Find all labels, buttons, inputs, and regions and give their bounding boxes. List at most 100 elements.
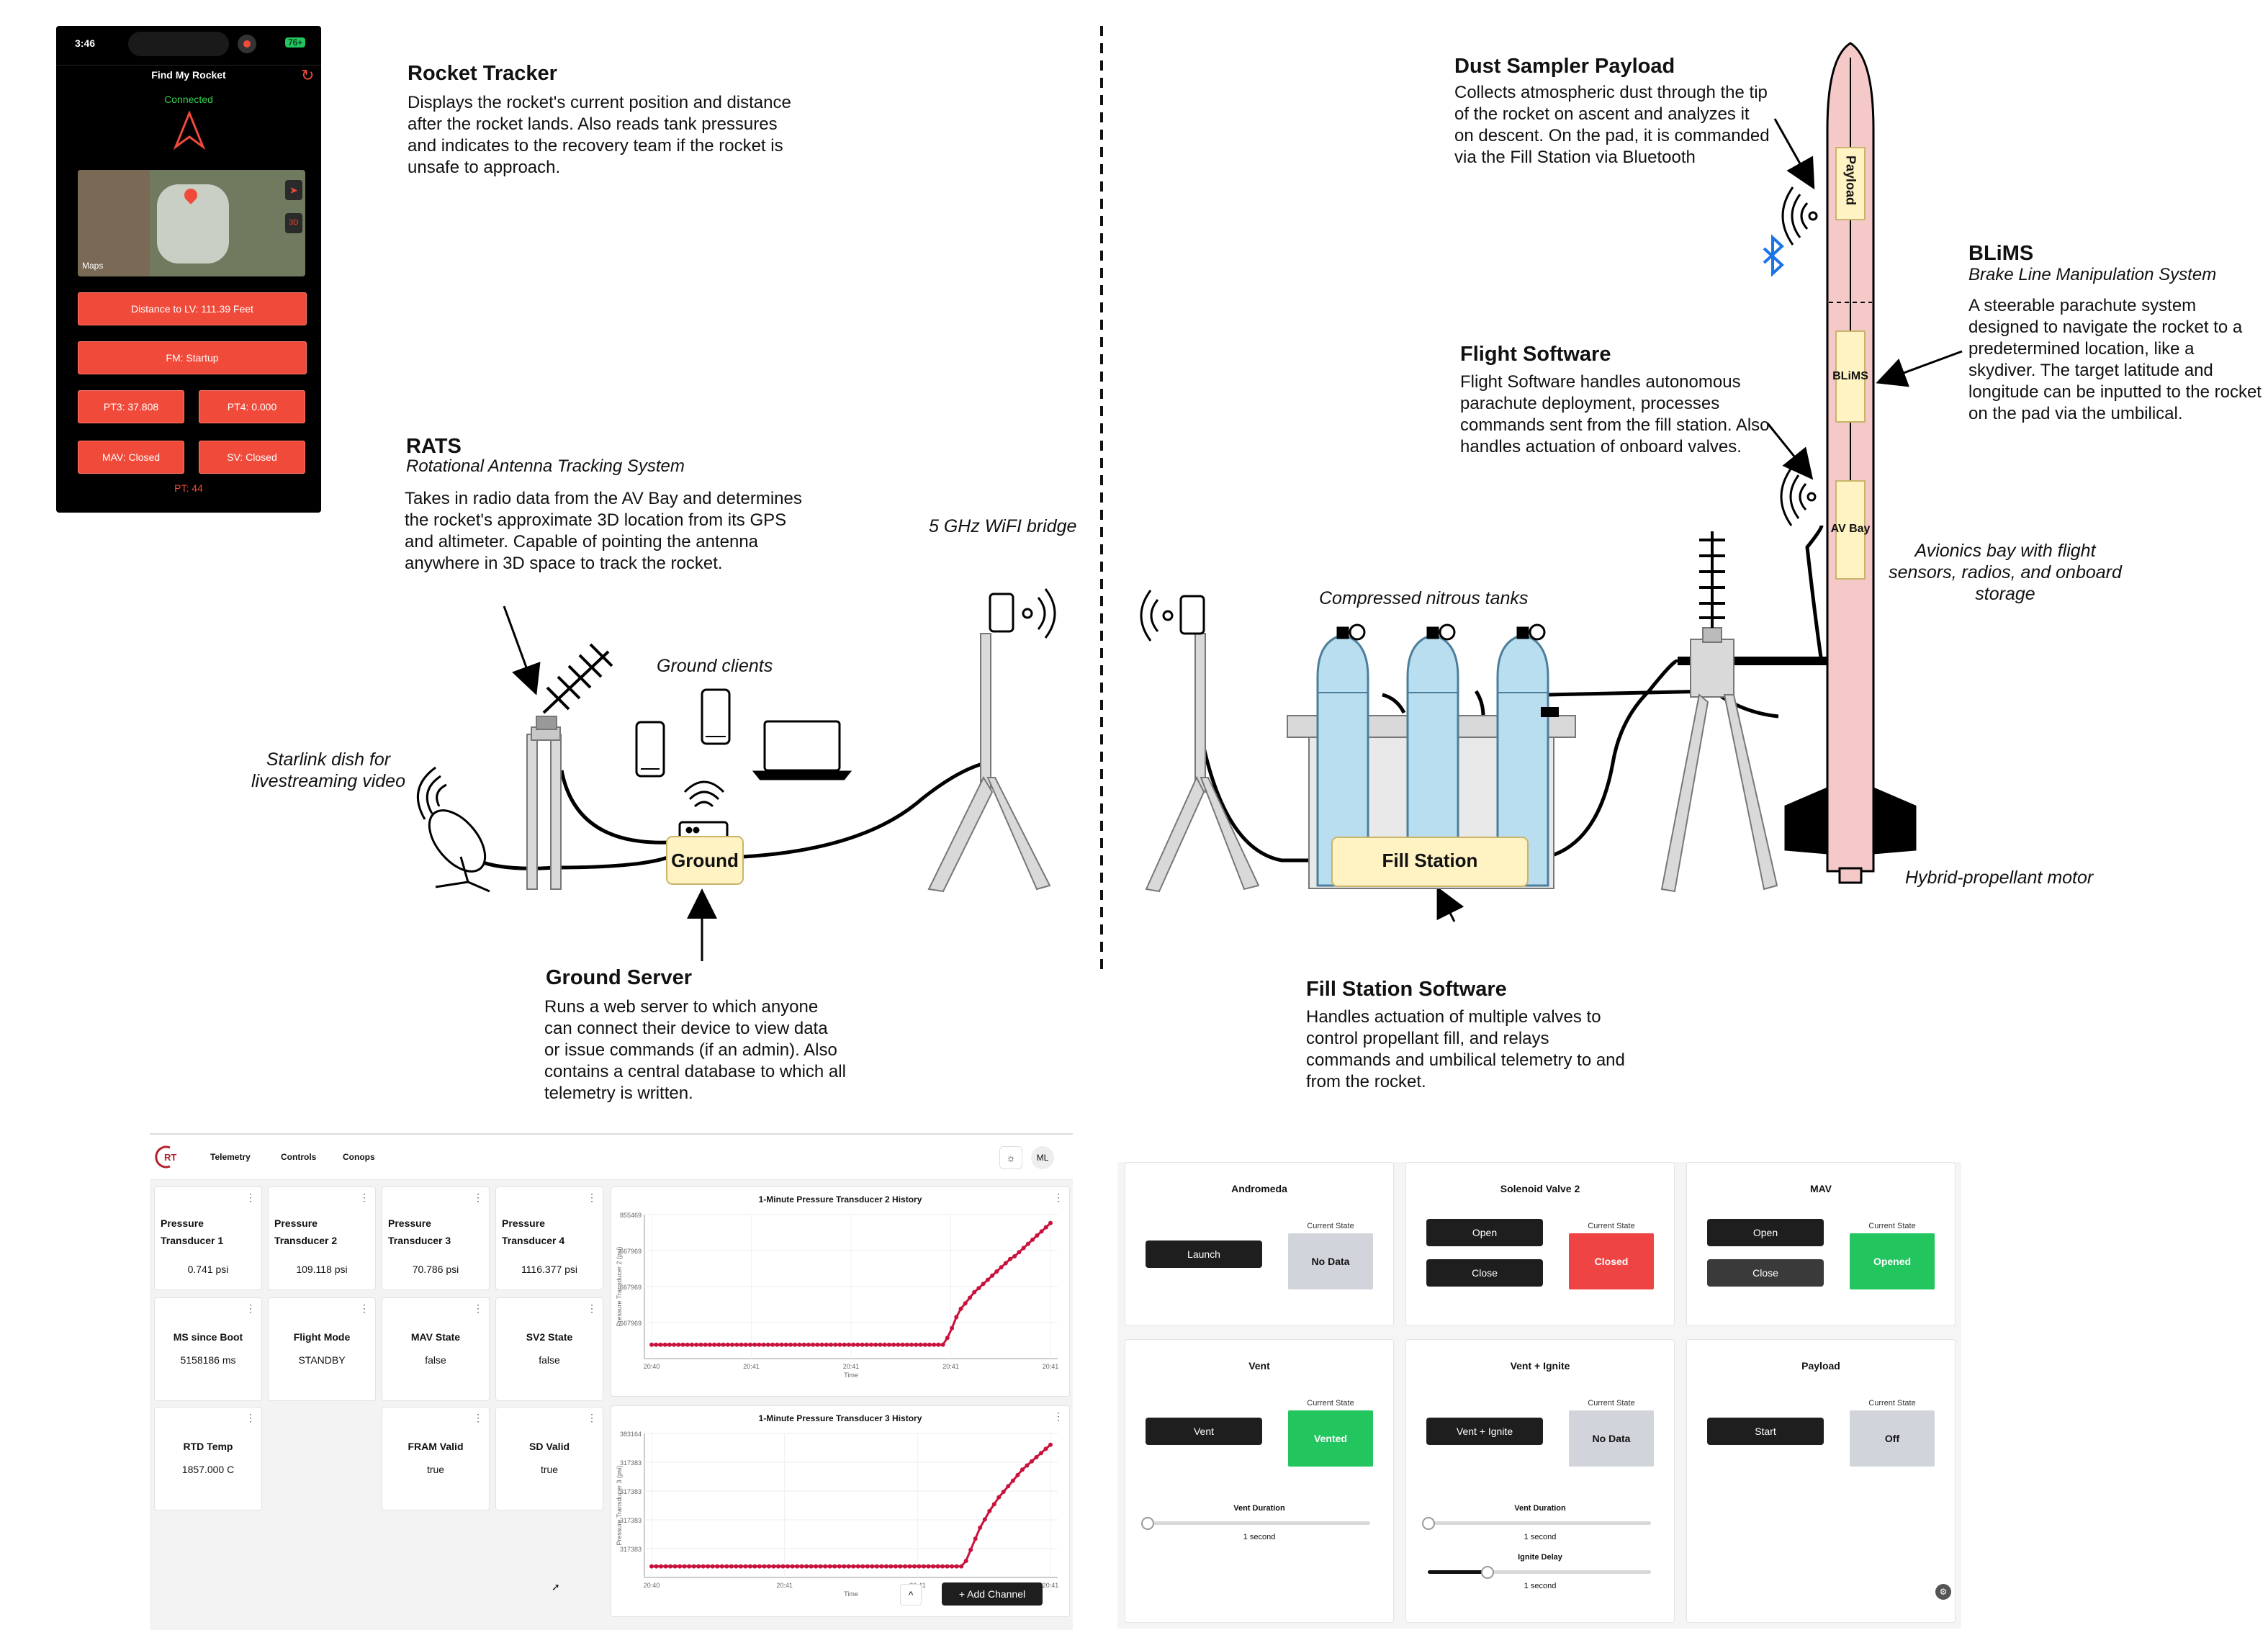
- data-point: [865, 1564, 870, 1569]
- phone-client-icon: [701, 688, 731, 745]
- telemetry-dashboard: RT Telemetry Controls Conops ☼ ML ⋮ Pres…: [150, 1133, 1073, 1630]
- telemetry-card[interactable]: ⋮ MS since Boot 5158186 ms: [154, 1297, 262, 1401]
- theme-toggle-icon[interactable]: ☼: [999, 1146, 1022, 1169]
- data-point: [672, 1342, 677, 1347]
- add-channel-button[interactable]: + Add Channel: [942, 1582, 1043, 1606]
- sv2-open-button[interactable]: Open: [1426, 1219, 1543, 1246]
- nav-telemetry[interactable]: Telemetry: [210, 1152, 251, 1162]
- data-point: [818, 1564, 823, 1569]
- data-point: [721, 1342, 726, 1347]
- vent-ignite-button[interactable]: Vent + Ignite: [1426, 1418, 1543, 1445]
- avatar[interactable]: ML: [1031, 1146, 1054, 1169]
- dust-sampler-title: Dust Sampler Payload: [1454, 55, 1675, 78]
- data-point: [996, 1495, 1002, 1500]
- telemetry-card[interactable]: ⋮ Flight Mode STANDBY: [268, 1297, 376, 1401]
- mav-open-button[interactable]: Open: [1707, 1219, 1824, 1246]
- data-point: [706, 1564, 711, 1569]
- flight-mode-button[interactable]: FM: Startup: [78, 341, 307, 374]
- slider-handle[interactable]: [1141, 1517, 1154, 1530]
- pt3-button[interactable]: PT3: 37.808: [78, 390, 184, 423]
- telemetry-card[interactable]: ⋮ Pressure Transducer 1 0.741 psi: [154, 1187, 262, 1290]
- data-point: [873, 1342, 878, 1347]
- current-state-label: Current State: [1588, 1222, 1635, 1230]
- card-title: MAV: [1809, 1183, 1832, 1194]
- telemetry-card[interactable]: ⋮ Pressure Transducer 4 1116.377 psi: [495, 1187, 603, 1290]
- data-point: [649, 1564, 654, 1569]
- data-point: [672, 1564, 678, 1569]
- telemetry-card[interactable]: ⋮ MAV State false: [382, 1297, 490, 1401]
- data-point: [678, 1564, 683, 1569]
- vent-duration-slider[interactable]: [1428, 1521, 1651, 1525]
- card-menu-icon: ⋮: [1053, 1192, 1063, 1203]
- blims-desc: A steerable parachute system designed to…: [1968, 296, 2262, 423]
- data-point: [918, 1342, 923, 1347]
- y-axis-label: Pressure Transducer 2 (psi): [616, 1246, 623, 1326]
- data-point: [659, 1564, 663, 1569]
- data-point: [765, 1342, 770, 1347]
- data-point: [819, 1342, 824, 1347]
- nav-conops[interactable]: Conops: [343, 1152, 375, 1162]
- data-point: [917, 1564, 922, 1569]
- data-point: [829, 1342, 833, 1347]
- data-point: [864, 1342, 869, 1347]
- mav-card: MAV Open Close Current State Opened: [1686, 1162, 1956, 1326]
- data-point: [851, 1564, 856, 1569]
- telemetry-card[interactable]: ⋮ Pressure Transducer 3 70.786 psi: [382, 1187, 490, 1290]
- pt2-history-chart[interactable]: ⋮ 1-Minute Pressure Transducer 2 History…: [611, 1187, 1070, 1397]
- wifi-bridge-right: [1145, 633, 1260, 893]
- data-point: [851, 1342, 856, 1347]
- telemetry-card[interactable]: ⋮ Pressure Transducer 2 109.118 psi: [268, 1187, 376, 1290]
- data-point: [1043, 1225, 1048, 1230]
- ignite-delay-label: Ignite Delay: [1518, 1553, 1562, 1562]
- settings-gear-icon[interactable]: ⚙: [1935, 1584, 1951, 1600]
- pt3-chart-svg: 383164 317383 317383 317383 317383 20:40 20:41…: [616, 1431, 1058, 1598]
- telemetry-card[interactable]: ⋮ SV2 State false: [495, 1297, 603, 1401]
- fill-station-software-title: Fill Station Software: [1306, 978, 1507, 1001]
- sv-button[interactable]: SV: Closed: [199, 441, 305, 474]
- chevron-up-icon[interactable]: ^: [900, 1584, 922, 1606]
- data-point: [814, 1564, 819, 1569]
- data-point: [698, 1342, 703, 1347]
- data-point: [687, 1564, 692, 1569]
- mav-close-button[interactable]: Close: [1707, 1259, 1824, 1287]
- data-point: [691, 1564, 696, 1569]
- rocket-signal-icon: [1780, 186, 1818, 526]
- current-state-label: Current State: [1868, 1399, 1916, 1408]
- data-point: [797, 1342, 802, 1347]
- slider-handle[interactable]: [1422, 1517, 1435, 1530]
- avionics-label: Avionics bay with flight sensors, radios…: [1889, 541, 2122, 604]
- telemetry-card[interactable]: ⋮ SD Valid true: [495, 1407, 603, 1510]
- launch-button[interactable]: Launch: [1146, 1240, 1262, 1268]
- x-tick-label: 20:41: [743, 1363, 760, 1370]
- starlink-dish: [428, 809, 490, 893]
- data-point: [690, 1342, 694, 1347]
- y-tick-label: 667969: [620, 1320, 642, 1327]
- pt3-history-chart[interactable]: ⋮ 1-Minute Pressure Transducer 3 History…: [611, 1405, 1070, 1617]
- pt4-button[interactable]: PT4: 0.000: [199, 390, 305, 423]
- blims-title: BLiMS: [1968, 242, 2034, 265]
- data-point: [846, 1342, 851, 1347]
- sv2-close-button[interactable]: Close: [1426, 1259, 1543, 1287]
- y-tick-label: 317383: [620, 1488, 642, 1495]
- distance-button[interactable]: Distance to LV: 111.39 Feet: [78, 292, 307, 325]
- mav-button[interactable]: MAV: Closed: [78, 441, 184, 474]
- vent-duration-slider[interactable]: [1147, 1521, 1370, 1525]
- payload-start-button[interactable]: Start: [1707, 1418, 1824, 1445]
- telemetry-card[interactable]: ⋮ FRAM Valid true: [382, 1407, 490, 1510]
- data-point: [922, 1564, 926, 1569]
- ignite-delay-fill: [1428, 1570, 1485, 1574]
- refresh-icon[interactable]: ↻: [301, 66, 315, 84]
- vent-duration-value: 1 second: [1524, 1533, 1557, 1541]
- slider-handle[interactable]: [1481, 1566, 1494, 1579]
- andromeda-state: No Data: [1288, 1233, 1373, 1289]
- map-view[interactable]: ➤ 3D Maps: [78, 170, 305, 276]
- data-point: [987, 1508, 992, 1513]
- data-point: [701, 1564, 706, 1569]
- ignite-delay-slider[interactable]: [1428, 1570, 1651, 1574]
- data-point: [1010, 1478, 1015, 1483]
- vent-button[interactable]: Vent: [1146, 1418, 1262, 1445]
- nav-controls[interactable]: Controls: [281, 1152, 317, 1162]
- telemetry-card[interactable]: ⋮ RTD Temp 1857.000 C: [154, 1407, 262, 1510]
- data-point: [883, 1564, 888, 1569]
- data-point: [886, 1342, 891, 1347]
